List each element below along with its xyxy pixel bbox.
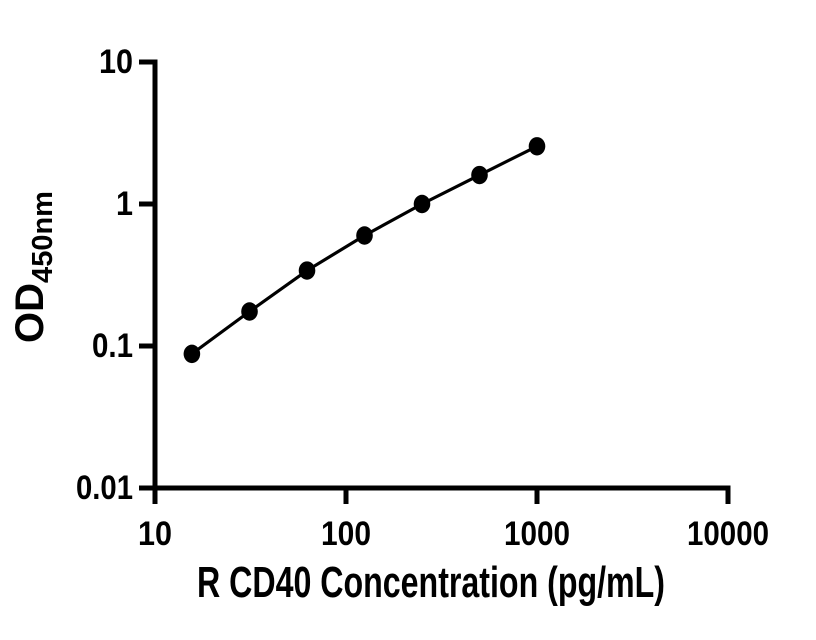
data-point xyxy=(528,137,546,156)
y-tick-label: 0.01 xyxy=(76,469,133,507)
y-tick-label: 1 xyxy=(116,185,133,223)
y-axis-title: OD450nm xyxy=(8,191,59,343)
data-point xyxy=(471,165,488,185)
data-point xyxy=(413,194,431,214)
axis-ticks xyxy=(139,59,731,504)
x-tick-label: 1000 xyxy=(504,515,570,553)
x-tick-label: 10000 xyxy=(687,515,769,553)
y-axis-title-subscript: 450nm xyxy=(27,191,59,283)
axes xyxy=(152,59,731,491)
x-axis-title: R CD40 Concentration (pg/mL) xyxy=(197,558,665,607)
y-tick-label: 10 xyxy=(99,43,133,81)
x-tick-label: 10 xyxy=(138,515,172,553)
y-tick-label: 0.1 xyxy=(92,327,133,365)
axis-tick-labels: 10 100 1000 10000 0.01 0.1 1 10 xyxy=(76,43,769,553)
x-tick-label: 100 xyxy=(321,515,371,553)
data-point xyxy=(356,226,373,245)
data-point xyxy=(298,261,316,280)
y-axis-title-main: OD xyxy=(8,283,52,343)
data-point xyxy=(241,302,258,321)
plot-series xyxy=(183,137,546,364)
data-point xyxy=(183,344,201,364)
